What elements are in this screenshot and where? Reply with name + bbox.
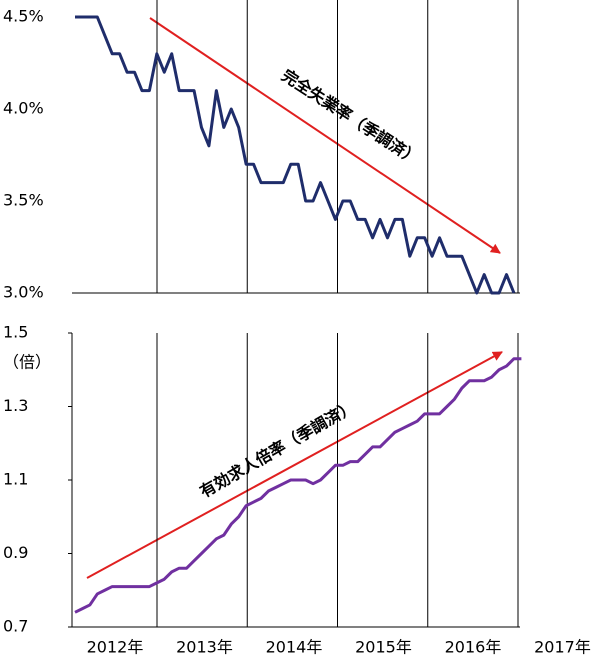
y-tick-label: 1.5 (3, 323, 28, 342)
x-tick-label: 2014年 (266, 638, 323, 657)
series-line (75, 15, 516, 295)
x-tick-label: 2017年 (534, 638, 591, 657)
y-tick-label: 3.5% (3, 191, 44, 210)
x-tick-label: 2015年 (355, 638, 412, 657)
y-tick-label: 3.0% (3, 283, 44, 302)
x-tick-label: 2016年 (445, 638, 502, 657)
y-tick-label: 4.5% (3, 7, 44, 26)
trend-arrow (86, 351, 503, 579)
y-tick-label: 1.3 (3, 396, 28, 415)
x-tick-label: 2013年 (176, 638, 233, 657)
series-line (74, 357, 522, 614)
y-tick-label: 4.0% (3, 99, 44, 118)
y-tick-label: 0.7 (3, 617, 28, 636)
x-tick-label: 2012年 (87, 638, 144, 657)
y-tick-label: 0.9 (3, 543, 28, 562)
y-tick-label: 1.1 (3, 470, 28, 489)
trend-arrow (149, 17, 501, 254)
y-unit-label: （倍） (3, 353, 51, 372)
